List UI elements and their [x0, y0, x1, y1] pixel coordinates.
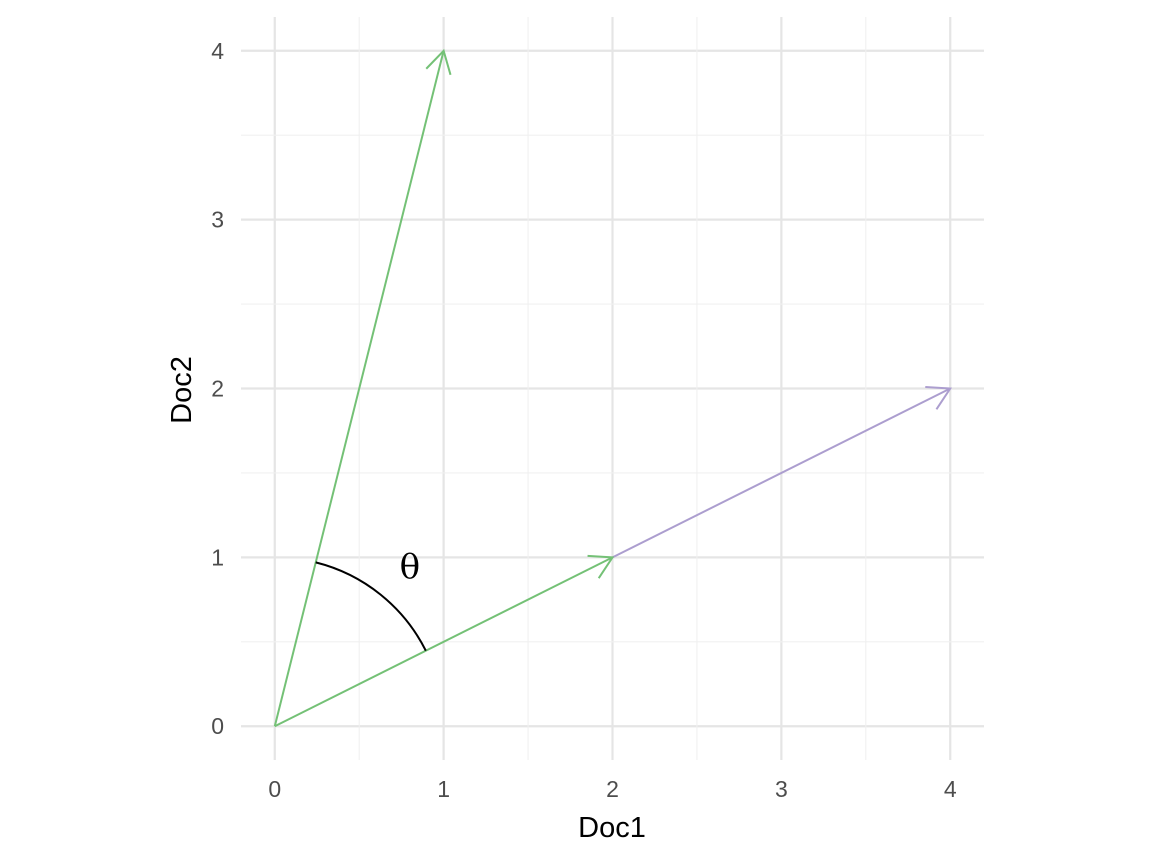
x-axis-title: Doc1	[578, 812, 646, 844]
x-tick-label: 0	[268, 776, 281, 802]
vector-arrowhead	[925, 386, 953, 410]
x-tick-labels: 0 1 2 3 4	[268, 776, 956, 802]
vector-arrowhead	[587, 554, 615, 579]
x-tick-label: 1	[437, 776, 450, 802]
x-tick-label: 4	[944, 776, 957, 802]
angle-arc	[315, 561, 427, 652]
vector-line	[274, 556, 613, 728]
angle-label: θ	[400, 547, 420, 587]
y-tick-labels: 0 1 2 3 4	[211, 38, 224, 739]
y-axis-title: Doc2	[166, 356, 198, 424]
y-tick-label: 2	[211, 376, 224, 402]
vectors	[273, 48, 953, 728]
vector-line	[612, 387, 951, 559]
y-tick-label: 4	[211, 38, 224, 64]
grid	[241, 17, 984, 760]
x-tick-label: 3	[775, 776, 788, 802]
x-tick-label: 2	[606, 776, 619, 802]
y-tick-label: 3	[211, 207, 224, 233]
vector-arrowhead	[425, 48, 452, 76]
vector-line	[273, 50, 445, 727]
y-tick-label: 1	[211, 544, 224, 570]
y-tick-label: 0	[211, 713, 224, 739]
